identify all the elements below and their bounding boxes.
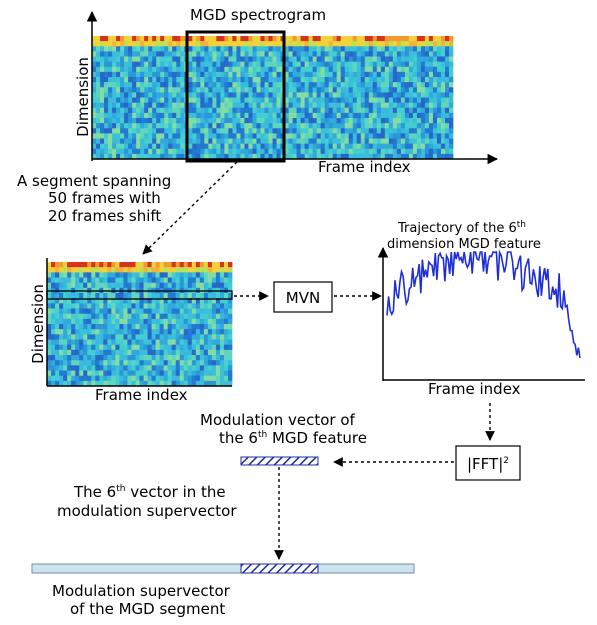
modulation-vector-bar [240, 456, 319, 466]
trajectory-plot: Trajectory of the 6th dimension MGD feat… [377, 220, 585, 398]
segment-note-line2: 50 frames with [48, 189, 161, 207]
supervector-sixth-segment [240, 563, 319, 574]
modulation-vector-label-line2: the 6th MGD feature [219, 429, 367, 447]
trajectory-line [386, 249, 581, 359]
mvn-box: MVN [273, 281, 333, 313]
segment-plot: Dimension Frame index [29, 258, 233, 404]
supervector-label-line2: of the MGD segment [70, 600, 225, 618]
spectrogram-y-label: Dimension [74, 57, 92, 137]
segment-arrow [142, 161, 238, 255]
segment-window-box [185, 30, 286, 163]
spectrogram-title: MGD spectrogram [190, 6, 326, 24]
segment-y-label: Dimension [29, 284, 47, 364]
segment-heatmap [47, 262, 233, 387]
modulation-vector: Modulation vector of the 6th MGD feature [200, 411, 367, 466]
sixth-vector-note-line1: The 6th vector in the [73, 483, 226, 501]
segment-note-line3: 20 frames shift [48, 207, 161, 225]
supervector-label-line1: Modulation supervector [52, 582, 231, 600]
spectrogram-x-label: Frame index [318, 158, 411, 176]
trajectory-x-label: Frame index [428, 380, 521, 398]
modulation-vector-label-line1: Modulation vector of [200, 411, 356, 429]
sixth-vector-note-line2: modulation supervector [57, 502, 237, 520]
segment-note-line1: A segment spanning [17, 172, 171, 190]
segment-x-label: Frame index [95, 386, 188, 404]
modulation-supervector: Modulation supervector of the MGD segmen… [31, 563, 415, 618]
trajectory-title-line2: dimension MGD feature [387, 237, 541, 252]
mvn-label: MVN [286, 289, 320, 307]
sixth-vector-note: The 6th vector in the modulation superve… [57, 483, 237, 520]
fft-label: |FFT|2 [467, 455, 509, 473]
mgd-spectrogram: MGD spectrogram Dimension Frame index [74, 6, 499, 176]
fft-box: |FFT|2 [455, 445, 521, 481]
supervector-bar [31, 563, 415, 574]
spectrogram-heatmap [92, 36, 454, 160]
trajectory-title-line1: Trajectory of the 6th [397, 220, 526, 236]
segment-note: A segment spanning 50 frames with 20 fra… [17, 172, 171, 225]
